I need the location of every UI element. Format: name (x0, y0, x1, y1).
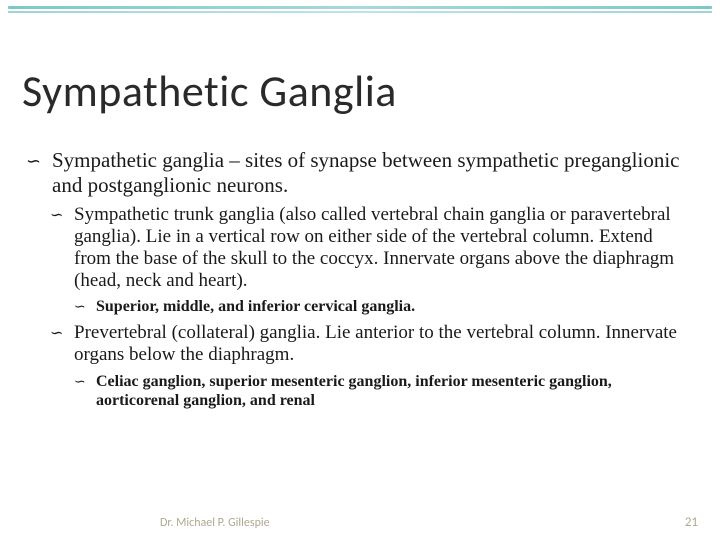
slide-container: Sympathetic Ganglia Sympathetic ganglia … (0, 0, 720, 540)
bullet-level1: Sympathetic ganglia – sites of synapse b… (26, 148, 694, 198)
slide-title: Sympathetic Ganglia (22, 64, 397, 118)
bullet-level3: Celiac ganglion, superior mesenteric gan… (74, 372, 694, 411)
decorative-top-border-2 (8, 11, 712, 13)
bullet-level2: Prevertebral (collateral) ganglia. Lie a… (50, 322, 694, 366)
footer-author: Dr. Michael P. Gillespie (160, 516, 270, 530)
slide-body: Sympathetic ganglia – sites of synapse b… (26, 148, 694, 416)
page-number: 21 (685, 515, 698, 530)
bullet-level3: Superior, middle, and inferior cervical … (74, 297, 694, 317)
decorative-top-border (8, 6, 712, 9)
bullet-level2: Sympathetic trunk ganglia (also called v… (50, 204, 694, 293)
